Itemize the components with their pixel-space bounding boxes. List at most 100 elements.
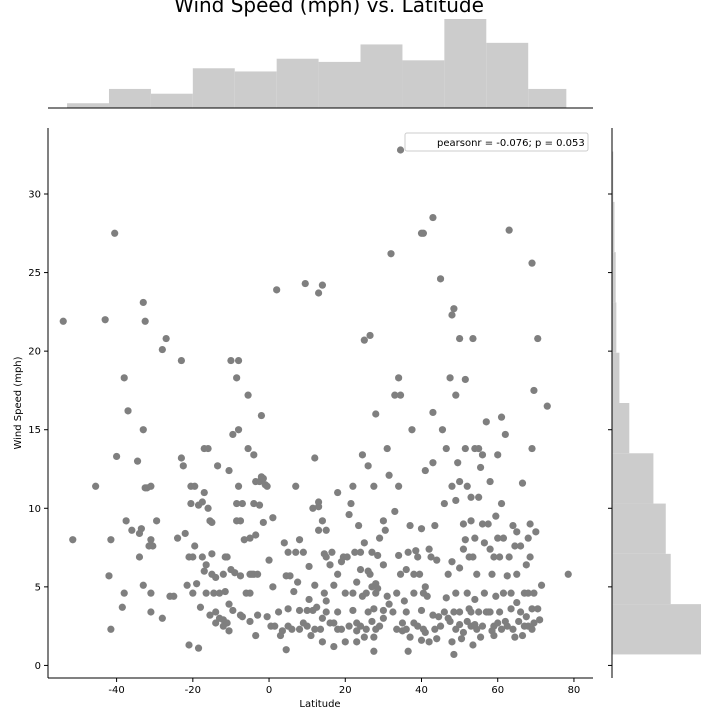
data-point	[497, 499, 506, 508]
data-point	[234, 426, 243, 434]
data-point	[450, 650, 458, 659]
data-point	[429, 459, 437, 467]
data-point	[505, 553, 513, 561]
data-point	[494, 451, 502, 459]
data-point	[330, 642, 338, 651]
data-point	[120, 589, 128, 597]
data-point	[233, 374, 241, 382]
data-point	[360, 633, 368, 641]
data-point	[404, 647, 412, 655]
data-point	[334, 608, 342, 616]
data-point	[204, 504, 212, 512]
data-point	[406, 633, 414, 641]
data-point	[395, 482, 403, 490]
data-point	[515, 617, 523, 626]
data-point	[478, 622, 487, 630]
y-tick-label: 5	[35, 582, 41, 593]
y-tick-label: 25	[28, 268, 41, 279]
data-point	[492, 512, 500, 520]
data-point	[303, 622, 311, 630]
data-point	[497, 413, 506, 421]
data-point	[194, 644, 203, 652]
data-point	[223, 553, 231, 561]
data-point	[295, 536, 304, 544]
data-point	[383, 444, 391, 453]
data-point	[286, 572, 294, 580]
data-point	[425, 545, 433, 553]
data-point	[234, 482, 243, 490]
data-point	[476, 633, 485, 641]
data-point	[396, 391, 405, 399]
data-point	[314, 526, 323, 534]
data-point	[353, 578, 361, 586]
data-point	[471, 595, 479, 604]
data-point	[362, 625, 370, 633]
data-point	[417, 525, 426, 533]
data-point	[259, 518, 267, 527]
data-point	[370, 482, 378, 490]
data-point	[454, 459, 462, 467]
data-point	[351, 548, 359, 556]
data-point	[471, 534, 479, 542]
data-point	[147, 589, 155, 597]
data-point	[254, 570, 262, 578]
data-point	[149, 542, 157, 550]
data-point	[456, 564, 464, 572]
data-point	[488, 570, 496, 578]
data-point	[496, 608, 504, 616]
x-hist-bar	[67, 103, 109, 108]
data-point	[193, 580, 201, 588]
data-point	[191, 482, 199, 490]
data-point	[528, 444, 536, 453]
data-point	[516, 542, 525, 550]
data-point	[326, 561, 334, 569]
data-point	[433, 635, 441, 643]
data-point	[463, 589, 471, 597]
data-point	[200, 488, 208, 497]
data-point	[436, 275, 445, 283]
data-point	[429, 611, 437, 619]
data-point	[364, 608, 372, 616]
data-point	[494, 619, 502, 627]
data-point	[516, 608, 525, 616]
data-point	[328, 548, 336, 556]
data-point	[349, 606, 357, 615]
data-point	[183, 581, 191, 589]
data-point	[282, 646, 290, 654]
data-point	[446, 617, 454, 626]
x-hist-bar	[276, 58, 319, 108]
data-point	[189, 553, 197, 561]
data-point	[368, 617, 376, 626]
data-point	[366, 331, 374, 340]
x-tick-label: 40	[415, 685, 428, 696]
x-axis-ticks: -40 -20 0 20 40 60 80	[108, 678, 580, 696]
data-point	[459, 520, 468, 528]
data-point	[530, 589, 538, 597]
data-point	[459, 628, 468, 637]
data-point	[431, 521, 439, 530]
data-point	[496, 553, 504, 561]
data-point	[467, 608, 475, 616]
y-tick-label: 30	[28, 190, 41, 201]
data-point	[518, 631, 527, 640]
data-point	[370, 633, 378, 641]
data-point	[509, 625, 517, 633]
data-point	[389, 608, 397, 616]
data-point	[360, 539, 368, 547]
data-point	[375, 622, 384, 630]
data-point	[292, 482, 300, 490]
data-point	[349, 589, 357, 597]
data-point	[263, 482, 271, 490]
data-point	[497, 625, 506, 633]
data-point	[139, 426, 147, 434]
legend-box	[404, 132, 589, 152]
x-axis-label: Latitude	[299, 699, 340, 710]
data-point	[374, 551, 382, 560]
data-point	[475, 608, 483, 616]
data-point	[111, 229, 119, 237]
data-point	[202, 561, 210, 569]
data-point	[238, 499, 246, 508]
data-point	[223, 619, 231, 627]
data-point	[507, 589, 515, 597]
data-point	[334, 570, 342, 578]
